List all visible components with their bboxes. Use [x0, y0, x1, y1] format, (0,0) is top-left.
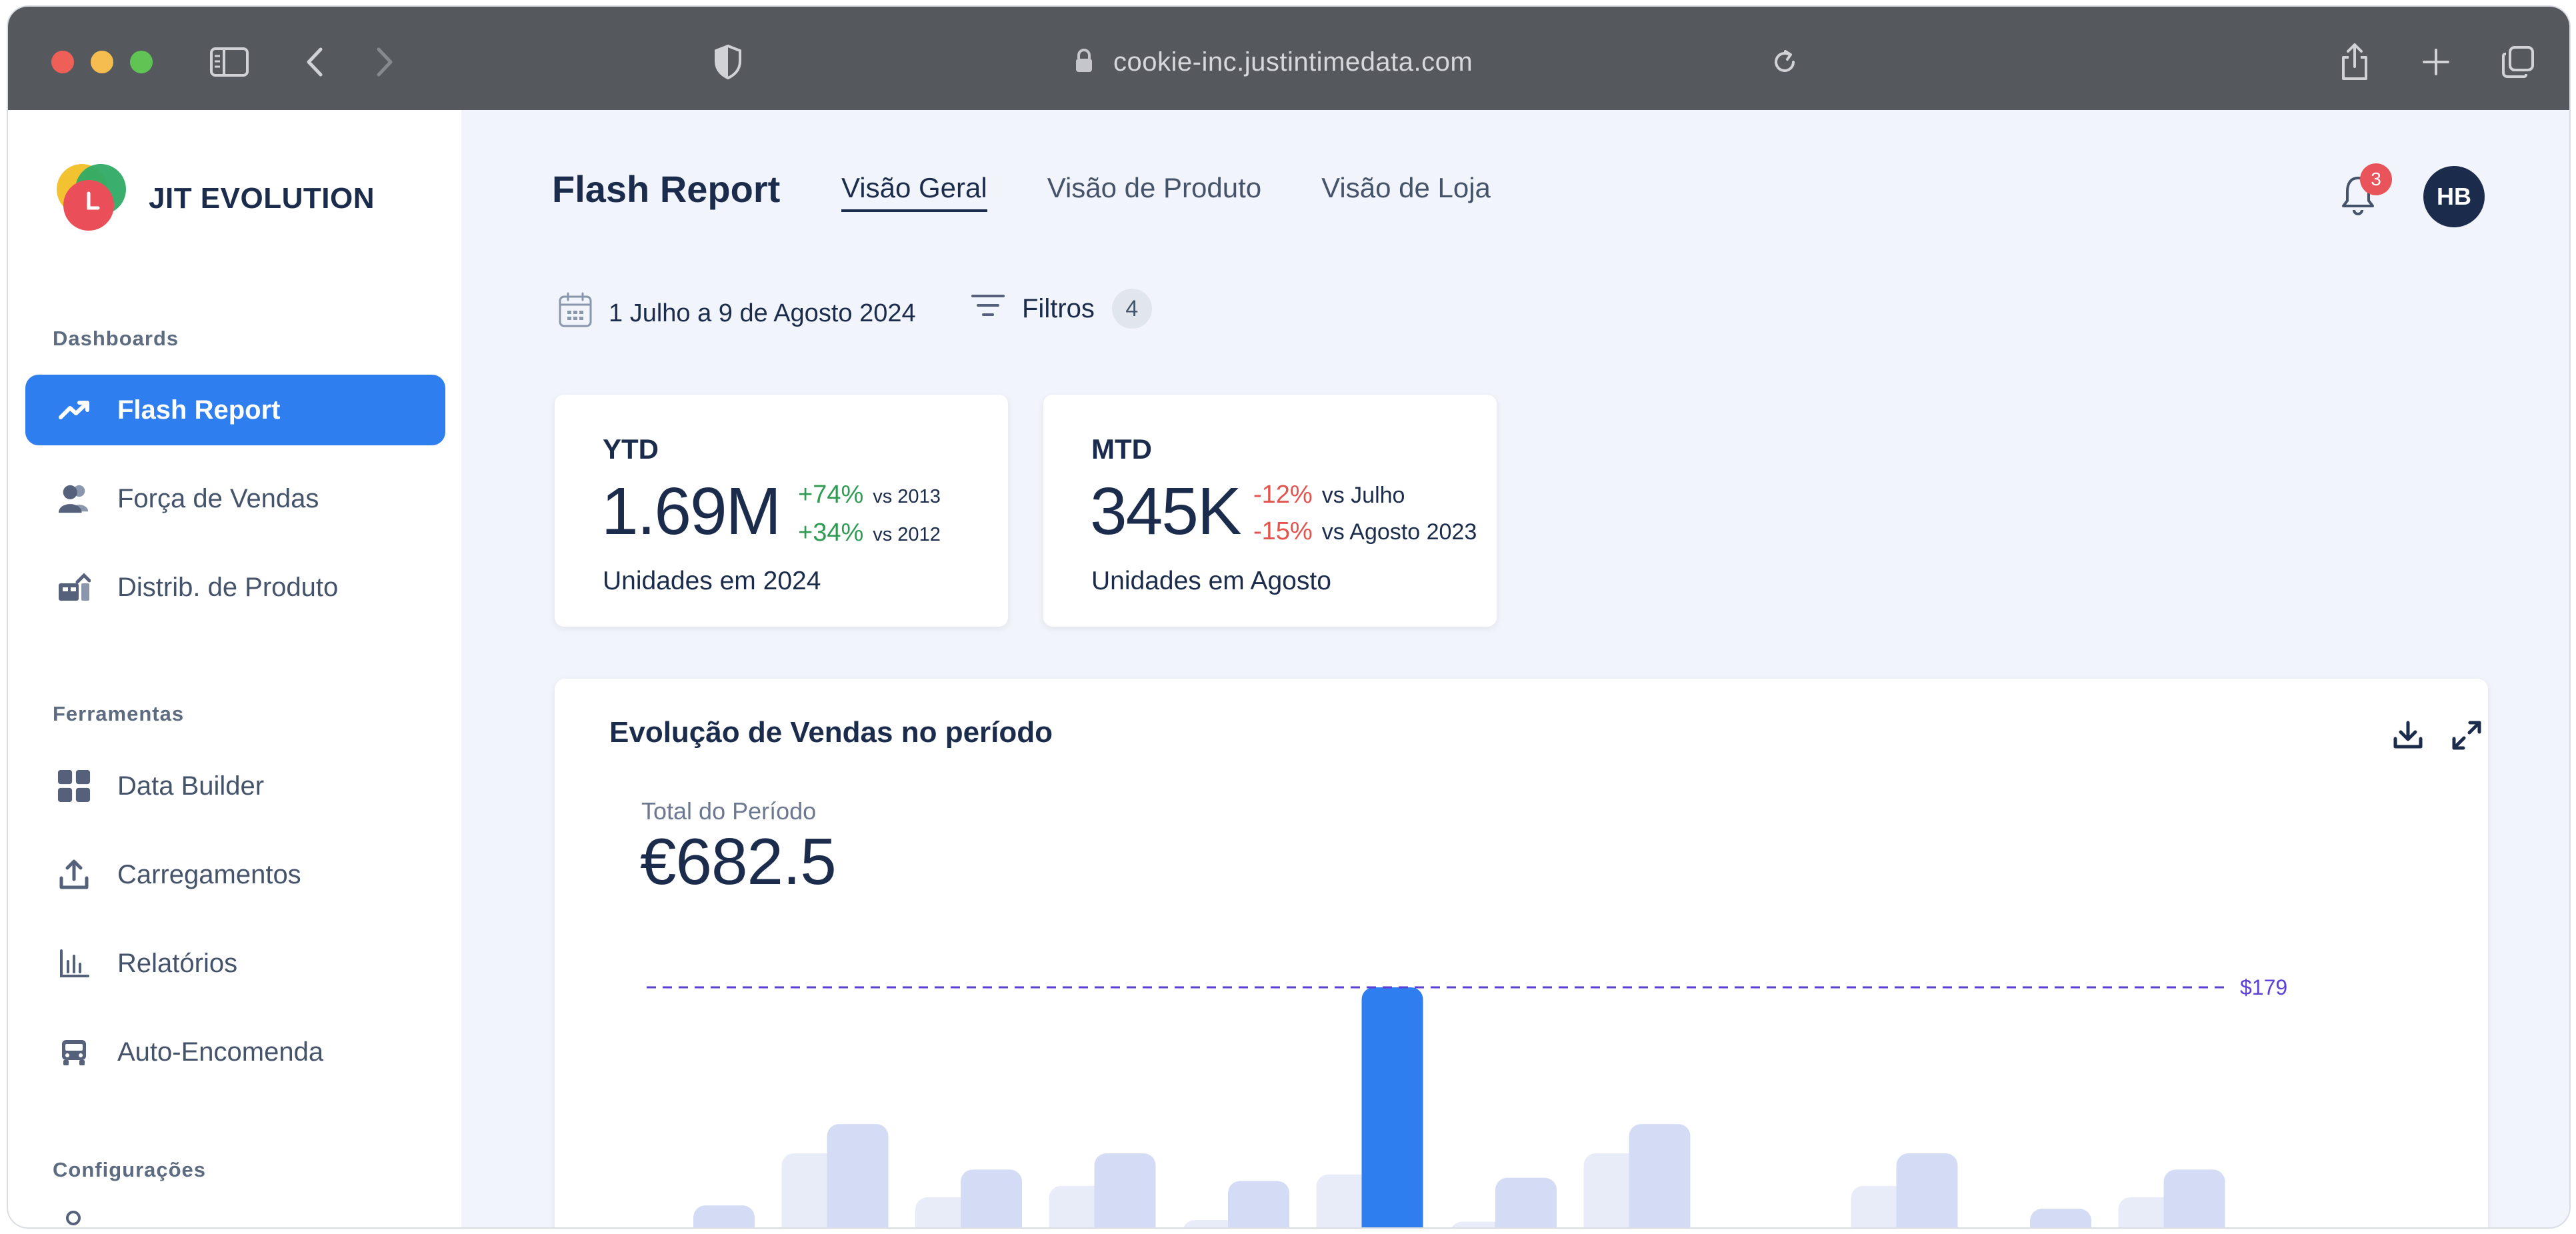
- view-tabs: Visão Geral Visão de Produto Visão de Lo…: [841, 172, 1491, 212]
- sidebar-item-distrib-produto[interactable]: Distrib. de Produto: [25, 552, 445, 623]
- chart-bar-primary[interactable]: [2163, 1169, 2225, 1227]
- download-icon[interactable]: [2391, 719, 2425, 752]
- chart-bar-primary[interactable]: [1228, 1181, 1289, 1227]
- tab-overview-icon[interactable]: [2498, 41, 2538, 83]
- sales-evolution-card: Evolução de Vendas no período Total do P…: [555, 679, 2488, 1227]
- brand-logo-icon: [51, 160, 130, 237]
- kpi-vs: vs Agosto 2023: [1321, 519, 1477, 545]
- section-title-configuracoes: Configurações: [53, 1158, 207, 1181]
- sidebar-item-flash-report[interactable]: Flash Report: [25, 375, 445, 445]
- chart-bar-primary[interactable]: [2030, 1209, 2091, 1227]
- kpi-comparisons: -12% vs Julho -15% vs Agosto 2023: [1253, 477, 1477, 550]
- kpi-subtitle: Unidades em 2024: [603, 567, 821, 595]
- kpi-delta: -15%: [1253, 517, 1313, 545]
- kpi-value: 1.69M: [601, 474, 781, 549]
- url-text: cookie-inc.justintimedata.com: [1113, 47, 1473, 77]
- maximize-window-button[interactable]: [130, 51, 153, 73]
- chart-bar-primary[interactable]: [961, 1169, 1022, 1227]
- chart-bar-primary[interactable]: [1629, 1124, 1691, 1227]
- sidebar-item-auto-encomenda[interactable]: Auto-Encomenda: [25, 1017, 445, 1087]
- trending-up-icon: [57, 393, 91, 427]
- forward-icon[interactable]: [371, 41, 398, 83]
- kpi-label: YTD: [603, 433, 659, 465]
- filters-count-badge: 4: [1111, 289, 1152, 329]
- chart-bar-primary[interactable]: [827, 1124, 889, 1227]
- main-content: Flash Report Visão Geral Visão de Produt…: [461, 110, 2569, 1227]
- section-title-ferramentas: Ferramentas: [53, 702, 185, 725]
- grid-icon: [57, 769, 91, 803]
- reference-line-label: $179: [2240, 975, 2287, 999]
- product-distribution-icon: [57, 571, 91, 604]
- sidebar-item-label: Força de Vendas: [117, 483, 319, 513]
- brand-name: JIT EVOLUTION: [149, 181, 375, 215]
- filters-button[interactable]: Filtros 4: [971, 289, 1152, 329]
- sidebar-item-label: Flash Report: [117, 395, 281, 425]
- sidebar-item-label: Distrib. de Produto: [117, 572, 339, 602]
- kpi-vs: vs 2012: [873, 524, 941, 545]
- sidebar-item-label: Data Builder: [117, 771, 265, 801]
- chart-bar-primary[interactable]: [693, 1205, 755, 1227]
- browser-window: cookie-inc.justintimedata.com: [8, 7, 2569, 1227]
- sidebar-item-relatorios[interactable]: Relatórios: [25, 928, 445, 999]
- kpi-vs: vs Julho: [1321, 483, 1405, 508]
- tab-visao-de-produto[interactable]: Visão de Produto: [1047, 172, 1262, 203]
- sidebar-item-data-builder[interactable]: Data Builder: [25, 751, 445, 821]
- filter-icon: [971, 293, 1005, 324]
- privacy-shield-icon[interactable]: [711, 41, 745, 83]
- lock-icon: [1075, 48, 1093, 77]
- tab-visao-geral[interactable]: Visão Geral: [841, 172, 987, 212]
- chart-bar-secondary[interactable]: [1450, 1221, 1511, 1227]
- kpi-delta: -12%: [1253, 481, 1313, 509]
- date-range-filter[interactable]: 1 Julho a 9 de Agosto 2024: [558, 291, 916, 335]
- address-bar[interactable]: cookie-inc.justintimedata.com: [1075, 41, 1473, 83]
- chart-bar-primary[interactable]: [1094, 1153, 1156, 1227]
- kpi-card-mtd: MTD 345K -12% vs Julho -15% vs Agosto 2023…: [1043, 395, 1497, 627]
- kpi-delta: +74%: [798, 481, 864, 509]
- kpi-vs: vs 2013: [873, 486, 941, 507]
- tab-visao-de-loja[interactable]: Visão de Loja: [1321, 172, 1491, 203]
- total-value: €682.5: [640, 825, 837, 898]
- sidebar-toggle-icon[interactable]: [208, 41, 251, 83]
- kpi-label: MTD: [1091, 433, 1152, 465]
- sidebar-item-label: Carregamentos: [117, 859, 301, 889]
- bar-chart-icon: [57, 947, 91, 980]
- total-label: Total do Período: [641, 797, 817, 825]
- share-icon[interactable]: [2335, 41, 2375, 83]
- sidebar-item-label: Auto-Encomenda: [117, 1037, 324, 1067]
- sales-bar-chart: $179: [647, 975, 2287, 1227]
- minimize-window-button[interactable]: [91, 51, 113, 73]
- kpi-delta: +34%: [798, 519, 864, 547]
- settings-user-icon[interactable]: [60, 1209, 87, 1227]
- expand-icon[interactable]: [2450, 719, 2483, 752]
- brand[interactable]: JIT EVOLUTION: [51, 160, 375, 237]
- new-tab-icon[interactable]: [2418, 41, 2454, 83]
- chart-bar-primary[interactable]: [1495, 1177, 1557, 1227]
- sidebar: JIT EVOLUTION Dashboards Flash Report Fo…: [8, 110, 461, 1227]
- close-window-button[interactable]: [51, 51, 74, 73]
- chart-bar-highlighted[interactable]: [1361, 987, 1423, 1227]
- page-title: Flash Report: [552, 168, 781, 210]
- back-icon[interactable]: [301, 41, 328, 83]
- kpi-value: 345K: [1090, 474, 1242, 549]
- section-title-dashboards: Dashboards: [53, 327, 179, 350]
- reload-icon[interactable]: [1768, 41, 1801, 83]
- sidebar-item-label: Relatórios: [117, 948, 238, 978]
- users-icon: [57, 482, 91, 515]
- kpi-subtitle: Unidades em Agosto: [1091, 567, 1331, 595]
- kpi-card-ytd: YTD 1.69M +74% vs 2013 +34% vs 2012 Unidad…: [555, 395, 1008, 627]
- sidebar-item-carregamentos[interactable]: Carregamentos: [25, 839, 445, 910]
- chart-title: Evolução de Vendas no período: [609, 716, 1053, 749]
- date-range-text: 1 Julho a 9 de Agosto 2024: [609, 299, 916, 327]
- truck-icon: [57, 1035, 91, 1069]
- notifications-count-badge: 3: [2360, 163, 2392, 195]
- kpi-comparisons: +74% vs 2013 +34% vs 2012: [798, 477, 941, 553]
- upload-icon: [57, 858, 91, 891]
- user-avatar[interactable]: HB: [2423, 166, 2485, 227]
- calendar-icon: [558, 291, 593, 335]
- chart-bar-primary[interactable]: [1896, 1153, 1958, 1227]
- sidebar-item-forca-de-vendas[interactable]: Força de Vendas: [25, 463, 445, 534]
- browser-toolbar: cookie-inc.justintimedata.com: [8, 7, 2569, 110]
- filters-label: Filtros: [1022, 293, 1095, 323]
